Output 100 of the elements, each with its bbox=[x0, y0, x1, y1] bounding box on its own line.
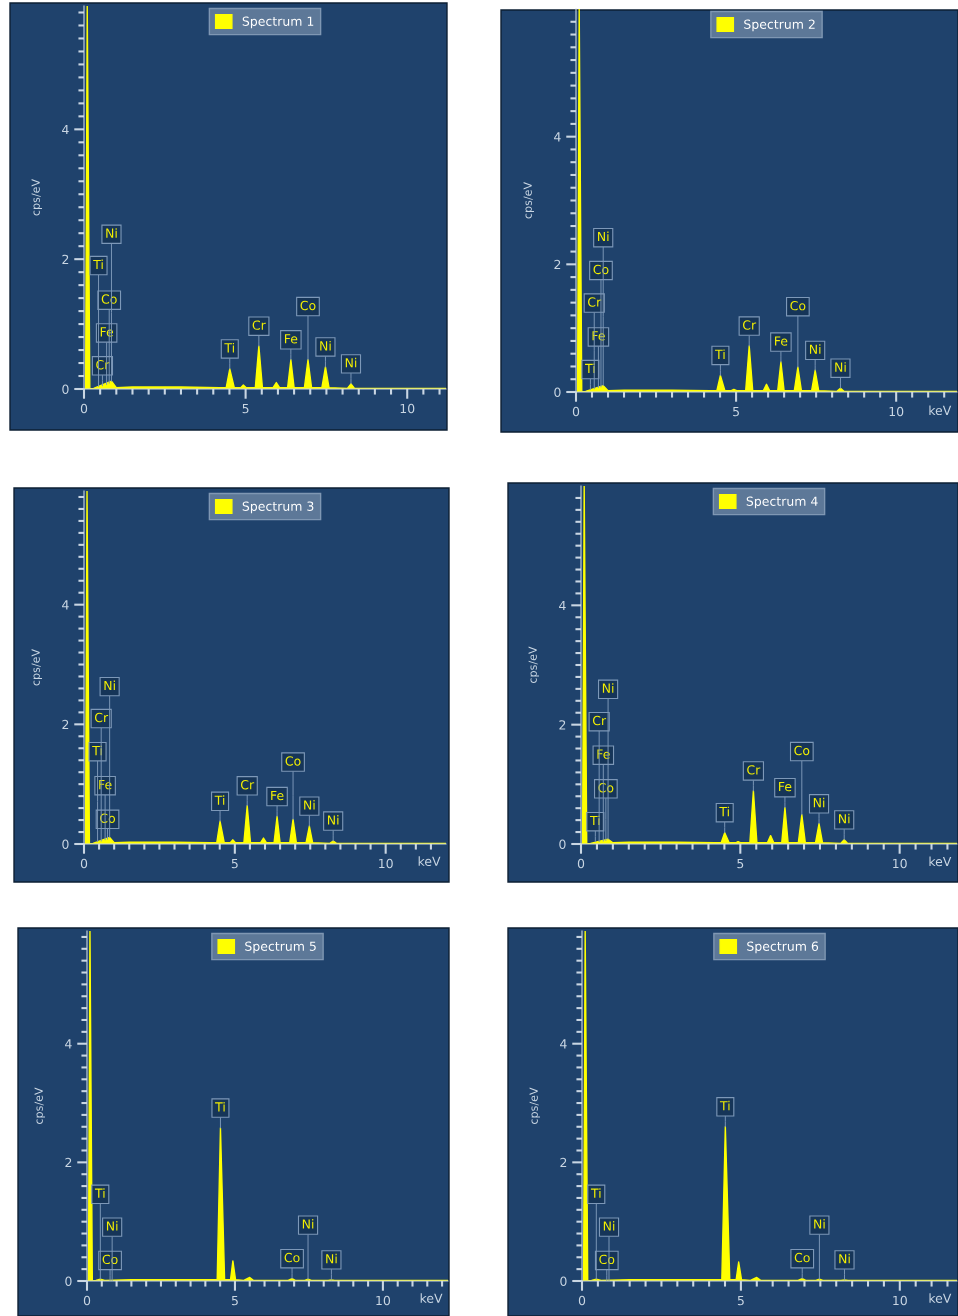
annotation: Ti bbox=[214, 795, 225, 805]
annotation: Ni bbox=[106, 1221, 118, 1231]
x-tick-label: 10 bbox=[889, 406, 904, 417]
y-tick-label: 4 bbox=[62, 124, 69, 135]
y-tick-label: 0 bbox=[65, 1276, 72, 1286]
x-axis-title: keV bbox=[420, 1293, 443, 1303]
x-tick-label: 0 bbox=[577, 858, 585, 869]
annotation: Co bbox=[794, 745, 810, 756]
x-tick-label: 10 bbox=[893, 1295, 907, 1306]
y-tick-label: 4 bbox=[62, 600, 69, 610]
x-tick-label: 5 bbox=[733, 406, 739, 417]
y-axis-title: cps/eV bbox=[31, 649, 43, 686]
annotation: Fe bbox=[779, 782, 792, 792]
annotation: Co bbox=[598, 782, 614, 793]
annotation: Ni bbox=[345, 357, 357, 368]
x-tick-label: 5 bbox=[737, 858, 744, 869]
y-axis-title: cps/eV bbox=[523, 182, 535, 219]
annotation: Co bbox=[285, 756, 301, 766]
annotation: Ni bbox=[602, 683, 614, 693]
annotation: Ni bbox=[304, 800, 315, 810]
x-tick-label: 5 bbox=[231, 1295, 238, 1306]
annotation: Ni bbox=[835, 362, 846, 372]
annotation: Co bbox=[593, 264, 609, 275]
annotation: Ni bbox=[839, 813, 850, 824]
y-tick-label: 4 bbox=[65, 1039, 72, 1049]
x-axis-title: keV bbox=[929, 405, 952, 416]
annotation: Ni bbox=[326, 1253, 337, 1264]
x-tick-label: 0 bbox=[572, 406, 580, 417]
legend-label: Spectrum 6 bbox=[747, 941, 819, 954]
y-tick-label: 0 bbox=[62, 384, 69, 394]
annotation: Fe bbox=[284, 334, 298, 344]
annotation: Fe bbox=[775, 336, 788, 346]
annotation: Ti bbox=[590, 1188, 601, 1198]
y-tick-label: 0 bbox=[62, 839, 69, 849]
x-tick-label: 10 bbox=[379, 858, 393, 869]
annotation: Fe bbox=[100, 327, 114, 337]
y-tick-label: 0 bbox=[554, 387, 561, 397]
annotation: Ti bbox=[215, 1101, 225, 1112]
annotation: Ti bbox=[92, 745, 102, 756]
x-tick-label: 5 bbox=[242, 403, 249, 414]
annotation: Co bbox=[101, 294, 117, 304]
annotation: Co bbox=[599, 1254, 615, 1265]
y-tick-label: 0 bbox=[560, 1276, 567, 1286]
x-tick-label: 0 bbox=[578, 1295, 586, 1306]
x-tick-label: 5 bbox=[231, 858, 238, 869]
annotation: Ni bbox=[839, 1253, 850, 1264]
annotation: Cr bbox=[747, 765, 761, 775]
annotation: Ni bbox=[106, 228, 117, 238]
annotation: Ni bbox=[813, 797, 825, 808]
annotation: Cr bbox=[592, 715, 607, 726]
x-axis-title: keV bbox=[929, 856, 952, 867]
annotation: Co bbox=[794, 1252, 810, 1263]
annotation: Cr bbox=[252, 320, 266, 330]
annotation: Fe bbox=[271, 790, 284, 801]
annotation: Ti bbox=[719, 806, 729, 817]
annotation: Ti bbox=[719, 1100, 730, 1111]
annotation: Ni bbox=[814, 1219, 825, 1229]
annotation: Ni bbox=[809, 344, 821, 354]
annotation: Co bbox=[100, 813, 116, 823]
y-axis-title: cps/eV bbox=[528, 646, 540, 683]
y-tick-label: 2 bbox=[62, 254, 69, 264]
annotation: Ti bbox=[715, 349, 725, 359]
x-tick-label: 5 bbox=[737, 1295, 744, 1306]
annotation: Ni bbox=[302, 1219, 314, 1229]
x-axis-title: keV bbox=[929, 1293, 952, 1303]
annotation: Ti bbox=[93, 259, 103, 270]
x-tick-label: 0 bbox=[80, 858, 88, 869]
legend-label: Spectrum 2 bbox=[744, 19, 815, 32]
annotation: Cr bbox=[94, 712, 109, 723]
legend-label: Spectrum 4 bbox=[746, 496, 818, 509]
y-tick-label: 2 bbox=[62, 719, 69, 730]
annotation: Ti bbox=[94, 1188, 105, 1198]
x-tick-label: 10 bbox=[376, 1295, 391, 1306]
x-tick-label: 0 bbox=[80, 403, 88, 414]
y-axis-title: cps/eV bbox=[31, 179, 43, 216]
annotation: Ti bbox=[589, 815, 600, 826]
x-tick-label: 10 bbox=[893, 858, 907, 869]
y-tick-label: 0 bbox=[559, 839, 566, 849]
annotation: Co bbox=[790, 300, 806, 311]
annotation: Fe bbox=[99, 780, 112, 790]
y-tick-label: 2 bbox=[559, 720, 566, 730]
y-tick-label: 2 bbox=[65, 1157, 72, 1168]
legend-label: Spectrum 3 bbox=[242, 501, 314, 514]
legend-label: Spectrum 1 bbox=[242, 16, 314, 29]
annotation: Cr bbox=[96, 359, 110, 370]
annotation: Co bbox=[102, 1254, 118, 1265]
legend-label: Spectrum 5 bbox=[245, 941, 316, 954]
annotation: Ni bbox=[320, 340, 331, 351]
annotation: Fe bbox=[597, 749, 610, 759]
annotation: Co bbox=[300, 300, 316, 311]
y-tick-label: 2 bbox=[560, 1157, 567, 1168]
annotation: Ni bbox=[603, 1221, 615, 1231]
y-tick-label: 4 bbox=[559, 600, 566, 611]
annotation: Ti bbox=[585, 363, 595, 373]
annotation: Ni bbox=[598, 231, 609, 242]
annotation: Ni bbox=[327, 815, 339, 825]
x-axis-title: keV bbox=[418, 856, 441, 867]
y-tick-label: 2 bbox=[554, 259, 561, 270]
annotation: Cr bbox=[240, 779, 255, 790]
y-tick-label: 4 bbox=[554, 132, 561, 142]
